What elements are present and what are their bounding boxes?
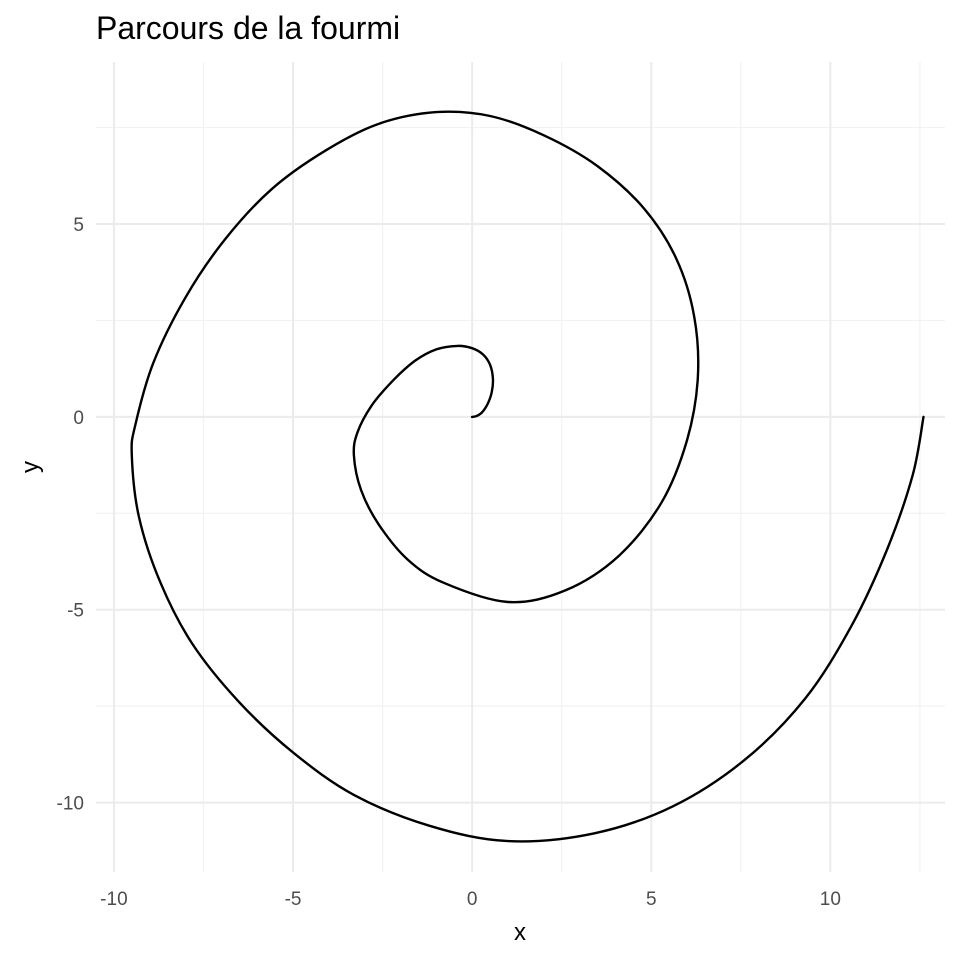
ant-path-line: [130, 110, 925, 843]
x-tick-label: 0: [467, 889, 478, 910]
y-tick-label: -10: [57, 794, 84, 815]
x-tick-label: 5: [646, 889, 657, 910]
tick-labels: -10 -5 0 5 10 -10 -5 0 5: [57, 215, 841, 910]
x-axis-label: x: [514, 919, 526, 946]
chart-title: Parcours de la fourmi: [96, 10, 400, 46]
y-tick-label: 0: [73, 408, 84, 429]
x-tick-label: 10: [820, 889, 841, 910]
x-tick-label: -10: [100, 889, 127, 910]
y-tick-label: -5: [67, 601, 84, 622]
y-tick-label: 5: [73, 215, 84, 236]
plot-grid: [96, 62, 945, 872]
y-axis-label: y: [17, 461, 44, 473]
x-tick-label: -5: [285, 889, 302, 910]
